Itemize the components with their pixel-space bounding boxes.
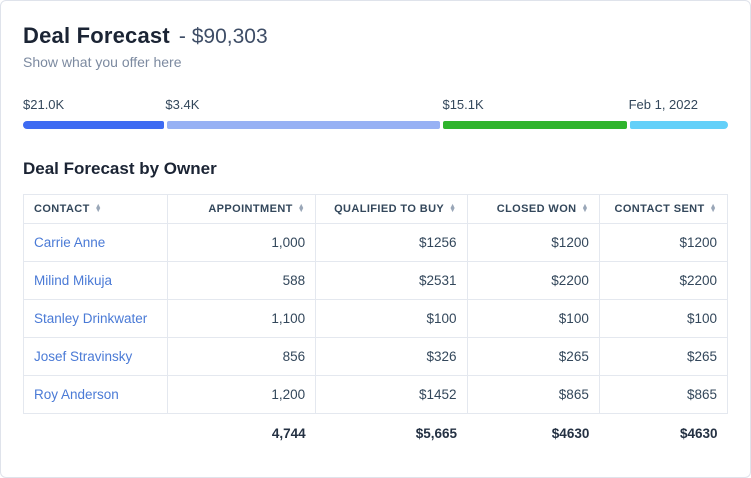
appointment-cell: 588 (167, 261, 317, 300)
progress-segment (443, 121, 627, 129)
progress-label: $3.4K (165, 97, 200, 112)
contact-link[interactable]: Milind Mikuja (34, 273, 113, 288)
contact-link[interactable]: Stanley Drinkwater (34, 311, 148, 326)
qualified-to-buy-cell: $2531 (315, 261, 468, 300)
qualified-to-buy-cell: $1452 (315, 375, 468, 414)
progress-segment (166, 121, 441, 129)
column-header-contact[interactable]: Contact (22, 194, 169, 224)
progress-label: Feb 1, 2022 (628, 97, 698, 112)
page-title: Deal Forecast (23, 23, 170, 48)
qualified-to-buy-cell: $100 (315, 299, 468, 338)
column-header-label: Closed Won (496, 203, 577, 215)
contact-link[interactable]: Carrie Anne (34, 235, 106, 250)
column-header-appointment[interactable]: Appointment (167, 194, 317, 224)
sort-down-icon (298, 209, 305, 213)
closed-won-cell: $265 (466, 337, 600, 376)
sort-icon[interactable] (582, 205, 589, 214)
contact-cell: Carrie Anne (22, 223, 169, 262)
sort-icon[interactable] (449, 205, 456, 214)
page-title-row: Deal Forecast - $90,303 (23, 23, 728, 49)
contact-sent-cell: $2200 (598, 261, 729, 300)
forecast-total-amount: - $90,303 (178, 25, 268, 48)
column-header-label: Qualified to Buy (334, 203, 445, 215)
contact-link[interactable]: Josef Stravinsky (34, 349, 133, 364)
appointment-cell: 1,000 (167, 223, 317, 262)
forecast-progress-bar (23, 121, 728, 129)
sort-down-icon (710, 209, 717, 213)
closed-won-cell: $865 (466, 375, 600, 414)
column-header-contact-sent[interactable]: Contact Sent (598, 194, 729, 224)
contact-sent-cell: $865 (598, 375, 729, 414)
table-header-row: Contact Appointment Qualified to Buy Clo… (22, 194, 729, 224)
totals-contact-cell (23, 413, 168, 453)
section-heading: Deal Forecast by Owner (23, 159, 217, 178)
table-row: Roy Anderson 1,200 $1452 $865 $865 (22, 375, 729, 414)
column-header-label: Contact Sent (614, 203, 705, 215)
deal-forecast-table: Contact Appointment Qualified to Buy Clo… (22, 194, 729, 453)
progress-segment (629, 121, 728, 129)
progress-label-wrapper: $3.4K (165, 97, 442, 112)
totals-appointment-cell: 4,744 (167, 413, 316, 453)
progress-label: $15.1K (442, 97, 484, 112)
sort-icon[interactable] (298, 205, 305, 214)
progress-label-wrapper: $15.1K (442, 97, 628, 112)
qualified-to-buy-cell: $326 (315, 337, 468, 376)
appointment-cell: 1,200 (167, 375, 317, 414)
column-header-qualified-to-buy[interactable]: Qualified to Buy (315, 194, 468, 224)
closed-won-cell: $2200 (466, 261, 600, 300)
contact-cell: Josef Stravinsky (22, 337, 169, 376)
sort-down-icon (95, 209, 102, 213)
sort-icon[interactable] (710, 205, 717, 214)
table-row: Stanley Drinkwater 1,100 $100 $100 $100 (22, 299, 729, 338)
totals-qualified-to-buy-cell: $5,665 (315, 413, 467, 453)
column-header-closed-won[interactable]: Closed Won (466, 194, 600, 224)
table-body: Carrie Anne 1,000 $1256 $1200 $1200 Mili… (22, 223, 729, 414)
contact-sent-cell: $100 (598, 299, 729, 338)
sort-icon[interactable] (95, 205, 102, 214)
sort-down-icon (449, 209, 456, 213)
progress-label-wrapper: $21.0K (23, 97, 165, 112)
contact-cell: Milind Mikuja (22, 261, 169, 300)
closed-won-cell: $1200 (466, 223, 600, 262)
column-header-label: Contact (34, 203, 90, 215)
contact-link[interactable]: Roy Anderson (34, 387, 119, 402)
page-subtitle: Show what you offer here (23, 54, 182, 70)
table-row: Carrie Anne 1,000 $1256 $1200 $1200 (22, 223, 729, 262)
contact-cell: Roy Anderson (22, 375, 169, 414)
contact-sent-cell: $1200 (598, 223, 729, 262)
progress-segment (23, 121, 164, 129)
contact-sent-cell: $265 (598, 337, 729, 376)
totals-contact-sent-cell: $4630 (599, 413, 728, 453)
contact-cell: Stanley Drinkwater (22, 299, 169, 338)
totals-closed-won-cell: $4630 (467, 413, 600, 453)
appointment-cell: 1,100 (167, 299, 317, 338)
progress-label: $21.0K (23, 97, 65, 112)
progress-label-wrapper: Feb 1, 2022 (629, 97, 728, 112)
progress-labels-row: $21.0K $3.4K $15.1K Feb 1, 2022 (23, 97, 728, 112)
qualified-to-buy-cell: $1256 (315, 223, 468, 262)
closed-won-cell: $100 (466, 299, 600, 338)
appointment-cell: 856 (167, 337, 317, 376)
sort-down-icon (582, 209, 589, 213)
table-row: Josef Stravinsky 856 $326 $265 $265 (22, 337, 729, 376)
totals-row: 4,744 $5,665 $4630 $4630 (23, 413, 728, 453)
column-header-label: Appointment (208, 203, 293, 215)
table-row: Milind Mikuja 588 $2531 $2200 $2200 (22, 261, 729, 300)
